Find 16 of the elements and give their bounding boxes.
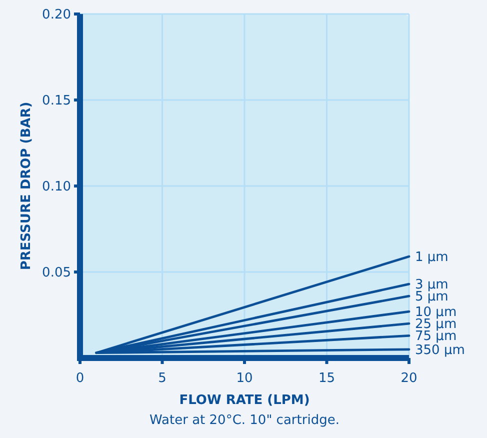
- y-tick-label: 0.05: [42, 266, 71, 281]
- series-label: 350 µm: [415, 342, 465, 358]
- series-label: 75 µm: [415, 329, 457, 344]
- series-label: 1 µm: [415, 250, 448, 266]
- series-label: 5 µm: [415, 290, 448, 305]
- y-tick-label: 0.15: [42, 94, 71, 109]
- x-tick-label: 15: [318, 371, 336, 386]
- text: Water at 20°C. 10" cartridge.: [150, 413, 340, 428]
- y-tick-label: 0.10: [42, 180, 71, 195]
- x-tick-label: 20: [400, 371, 418, 386]
- x-axis-title: FLOW RATE (LPM): [179, 393, 310, 408]
- x-tick-label: 10: [236, 371, 253, 386]
- x-tick-label: 5: [158, 371, 166, 386]
- y-axis-title: PRESSURE DROP (BAR): [19, 102, 34, 270]
- x-tick-label: 0: [76, 371, 84, 386]
- y-tick-label: 0.20: [42, 8, 71, 23]
